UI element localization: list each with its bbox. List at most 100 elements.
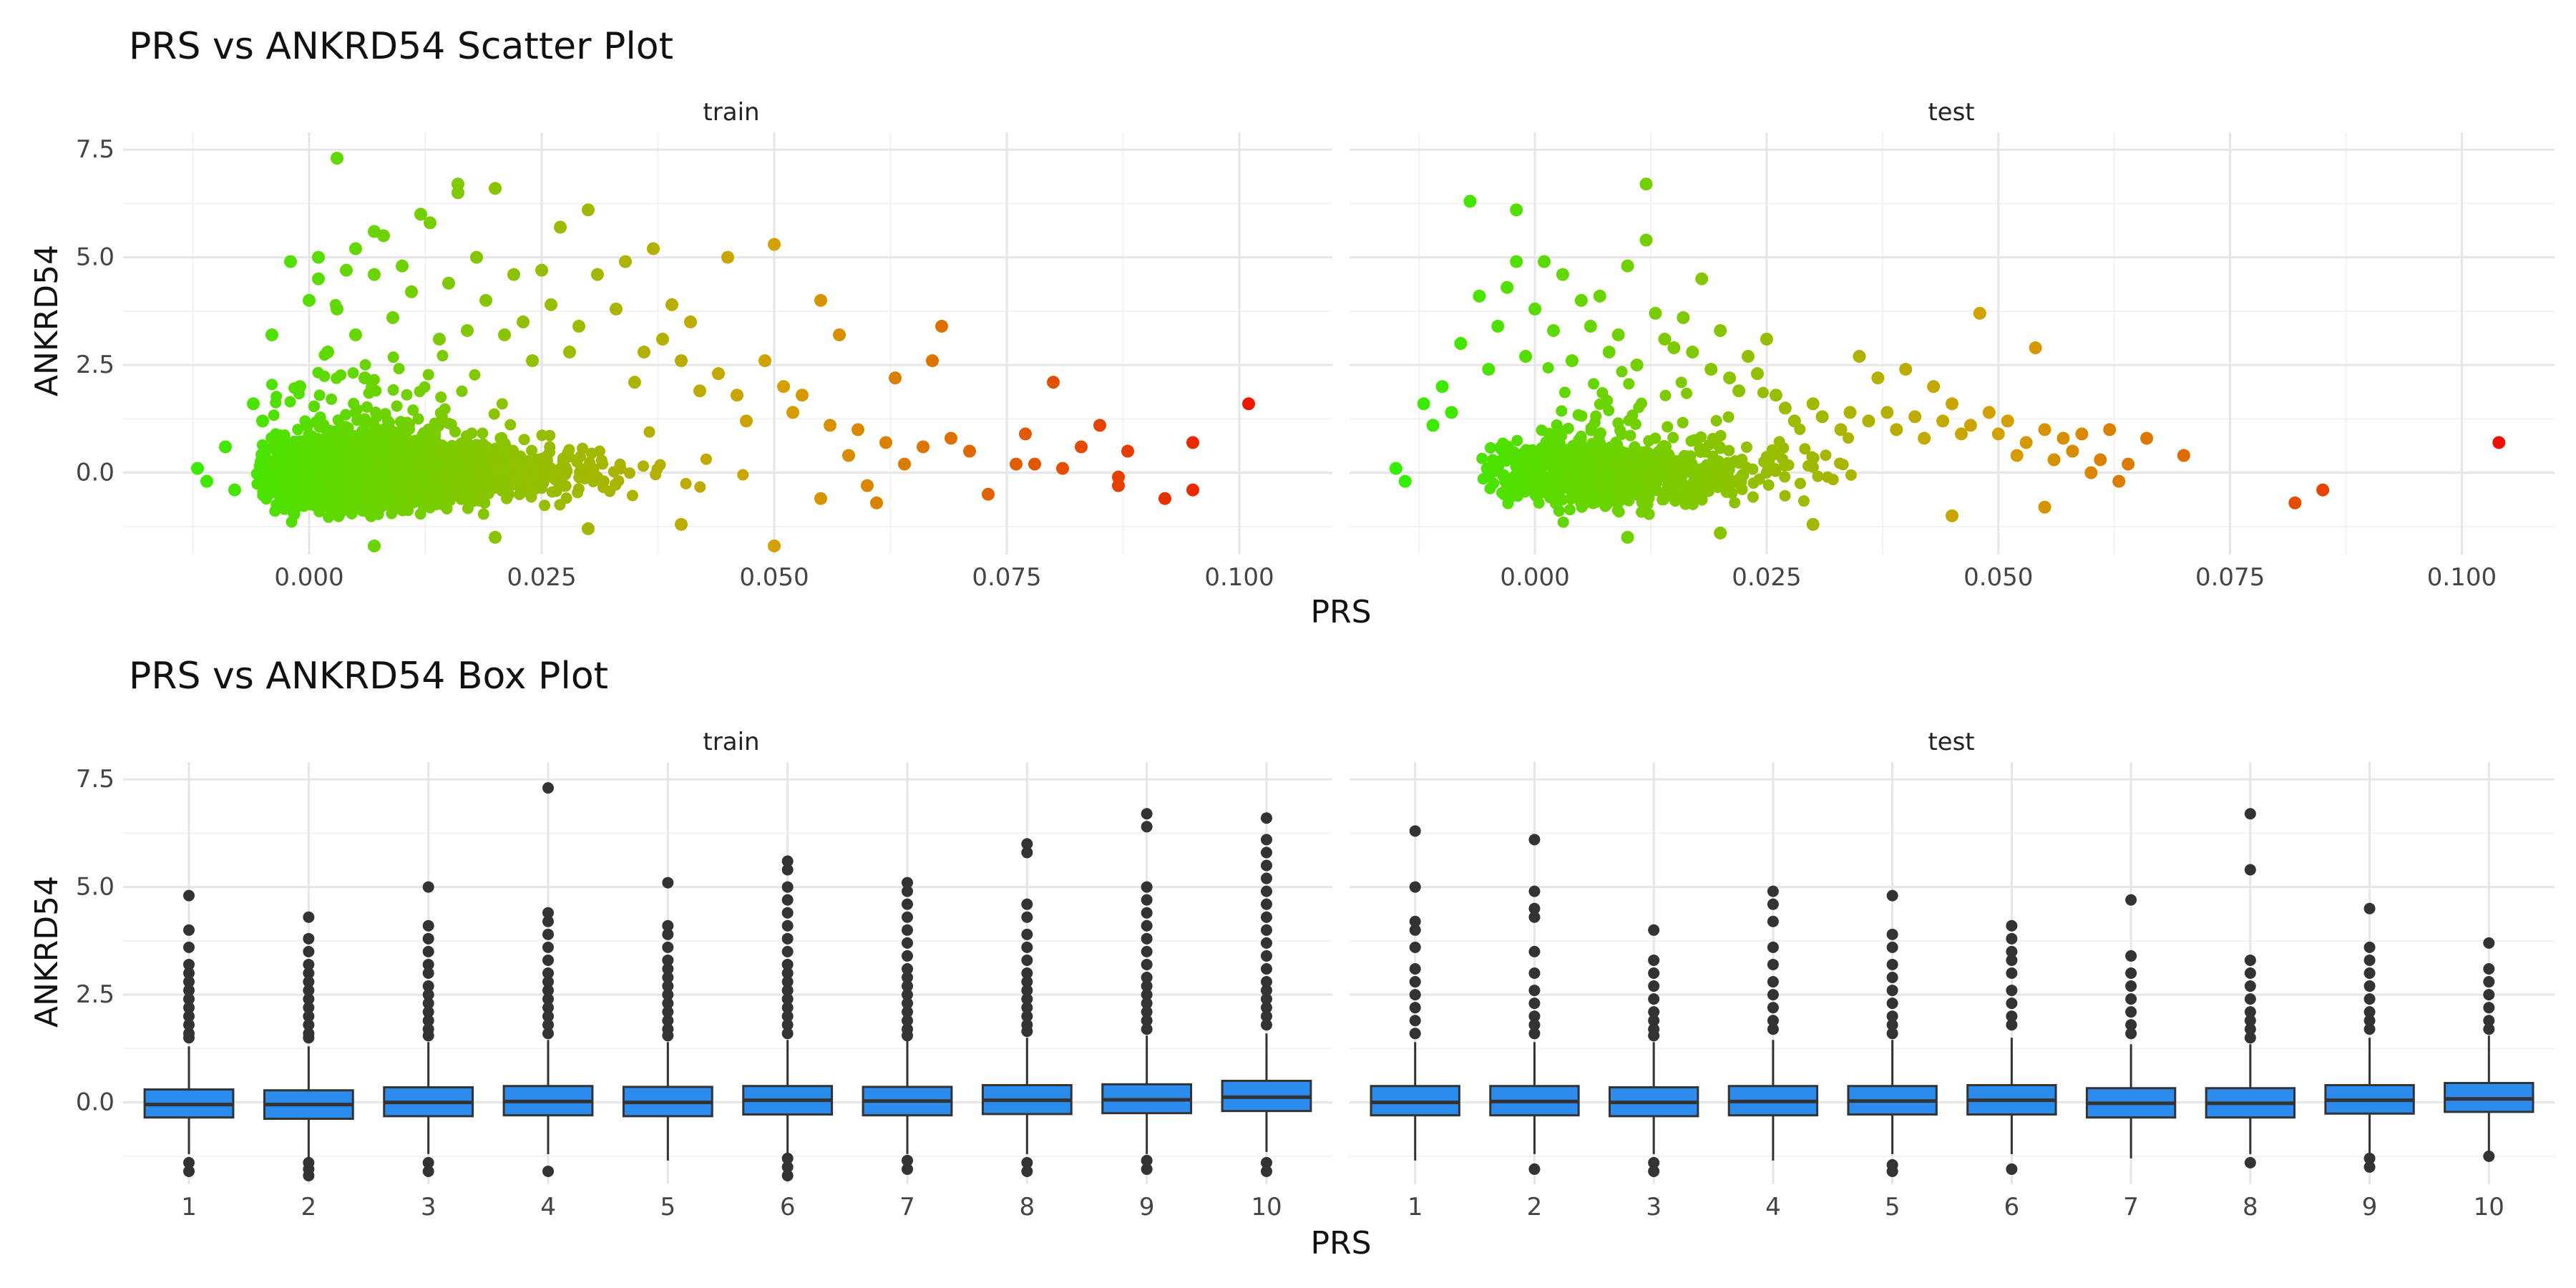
box-outlier xyxy=(1141,894,1153,906)
scatter-point xyxy=(1677,311,1690,324)
box-outlier xyxy=(781,894,794,906)
scatter-point xyxy=(1707,432,1719,444)
box-outlier xyxy=(422,1156,434,1169)
scatter-point xyxy=(1658,439,1670,452)
box-outlier xyxy=(183,958,195,970)
box-outlier xyxy=(1021,1025,1033,1038)
scatter-point xyxy=(1536,441,1548,454)
box-outlier xyxy=(781,976,794,988)
box-outlier xyxy=(542,928,555,940)
box-outlier xyxy=(1528,985,1541,997)
scatter-point xyxy=(1501,280,1514,294)
scatter-point xyxy=(348,398,360,410)
scatter-point xyxy=(740,414,753,428)
box-outlier xyxy=(662,877,674,889)
box-outlier xyxy=(2483,989,2495,1001)
box-outlier xyxy=(662,1006,674,1018)
scatter-point xyxy=(1729,497,1741,509)
scatter-point xyxy=(483,474,495,486)
box-outlier xyxy=(303,993,315,1005)
scatter-point xyxy=(414,386,426,398)
box-outlier xyxy=(781,1010,794,1023)
scatter-point xyxy=(473,494,485,507)
scatter-point xyxy=(1556,405,1568,417)
box-outlier xyxy=(901,924,913,936)
scatter-point xyxy=(1488,456,1500,468)
scatter-point xyxy=(319,469,331,481)
scatter-point xyxy=(1779,489,1791,502)
scatter-point xyxy=(525,491,537,503)
scatter-point xyxy=(552,476,564,488)
scatter-point xyxy=(1843,432,1855,444)
scatter-point xyxy=(554,220,567,234)
scatter-point xyxy=(358,450,370,462)
box-outlier xyxy=(2363,941,2376,953)
scatter-point xyxy=(405,285,418,298)
box-outlier xyxy=(1409,962,1421,975)
box-outlier xyxy=(542,954,555,966)
scatter-point xyxy=(1584,319,1597,333)
box-outlier xyxy=(901,885,913,897)
scatter-point xyxy=(638,346,650,359)
box-outlier xyxy=(2125,1028,2137,1040)
box-outlier xyxy=(1021,838,1033,850)
box-outlier xyxy=(662,997,674,1010)
scatter-point xyxy=(581,467,593,479)
scatter-point xyxy=(1601,484,1613,496)
scatter-point xyxy=(518,434,530,446)
scatter-point xyxy=(1528,302,1542,316)
scatter-point xyxy=(1946,397,1958,411)
scatter-point xyxy=(452,462,464,474)
box-outlier xyxy=(1886,1010,1898,1023)
scatter-point xyxy=(1056,462,1069,475)
scatter-point xyxy=(898,457,911,471)
scatter-point xyxy=(1766,444,1778,456)
box-outlier xyxy=(2483,937,2495,949)
scatter-point xyxy=(1621,479,1633,492)
scatter-point xyxy=(1758,456,1770,468)
scatter-point xyxy=(1806,517,1820,531)
scatter-point xyxy=(1741,441,1753,453)
scatter-point xyxy=(824,419,836,432)
x-tick-label: 4 xyxy=(1765,1193,1781,1221)
scatter-point xyxy=(1927,380,1941,394)
scatter-point xyxy=(1610,436,1622,449)
box-outlier xyxy=(901,1154,913,1166)
box-panel-test: test xyxy=(1350,728,2555,1184)
scatter-point xyxy=(474,455,486,467)
box-outlier xyxy=(781,919,794,932)
box-outlier xyxy=(1767,976,1779,988)
scatter-point xyxy=(737,469,749,481)
scatter-point xyxy=(712,367,725,381)
scatter-point xyxy=(1834,423,1848,436)
box-outlier xyxy=(662,919,674,932)
scatter-point xyxy=(1563,444,1576,456)
scatter-point xyxy=(1713,469,1725,481)
scatter-point xyxy=(1593,289,1606,303)
box-outlier xyxy=(662,962,674,975)
scatter-point xyxy=(2316,483,2330,497)
box-outlier xyxy=(1141,1154,1153,1166)
scatter-point xyxy=(1574,293,1588,307)
box-outlier xyxy=(1260,924,1272,936)
x-tick-label: 0.075 xyxy=(972,563,1041,592)
scatter-point xyxy=(1585,421,1597,434)
scatter-point xyxy=(1612,417,1624,429)
scatter-point xyxy=(768,238,781,251)
scatter-point xyxy=(1584,489,1596,502)
box-outlier xyxy=(1021,954,1033,966)
box-outlier xyxy=(1528,1010,1541,1023)
scatter-point xyxy=(1639,177,1653,191)
scatter-point xyxy=(777,380,790,394)
scatter-point xyxy=(1557,516,1569,528)
scatter-point xyxy=(477,508,489,520)
scatter-point xyxy=(293,380,306,394)
box-8 xyxy=(2205,808,2296,1169)
scatter-point xyxy=(1563,504,1576,516)
scatter-point xyxy=(2057,431,2070,445)
box-outlier xyxy=(1767,1015,1779,1027)
scatter-point xyxy=(359,358,371,371)
box-outlier xyxy=(901,1006,913,1018)
scatter-point xyxy=(1699,475,1711,487)
box-outlier xyxy=(1260,911,1272,923)
